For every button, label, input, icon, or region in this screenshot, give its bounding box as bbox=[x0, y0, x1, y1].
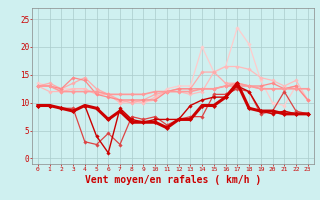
X-axis label: Vent moyen/en rafales ( km/h ): Vent moyen/en rafales ( km/h ) bbox=[85, 175, 261, 185]
